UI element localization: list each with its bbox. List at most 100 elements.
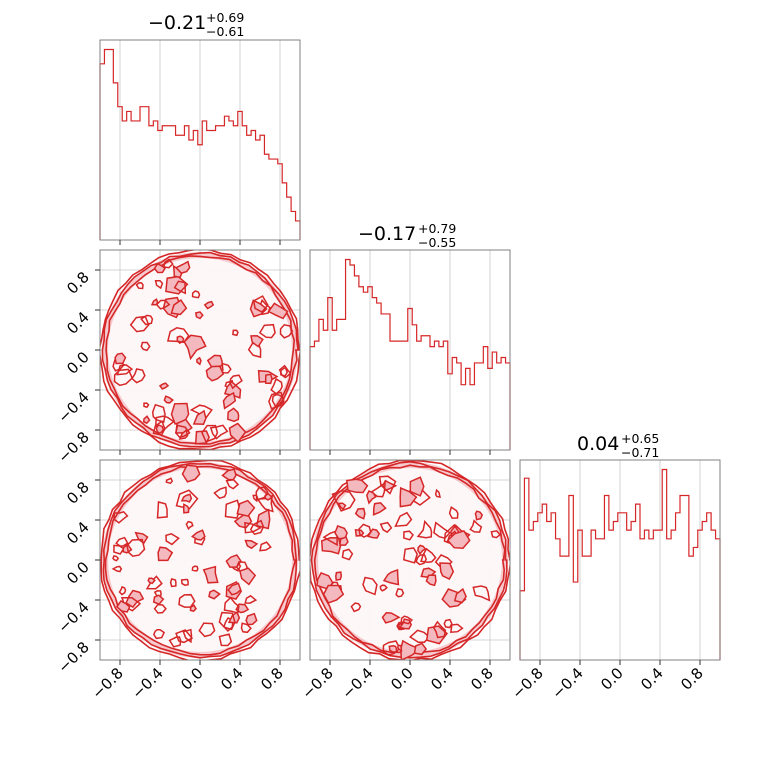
contour-blob-1-0-37	[166, 327, 190, 344]
contour-blob-2-0-33	[225, 478, 240, 490]
contour-blob-2-1-44	[469, 519, 483, 533]
histogram-0	[99, 48, 301, 240]
contour-blob-2-1-52	[378, 475, 397, 495]
y-tick-label-2-0-3: 0.4	[63, 518, 93, 548]
y-tick-label-2-0-1: −0.4	[54, 598, 92, 636]
contour-blob-2-0-11	[115, 536, 129, 547]
disk-contour-1-0-2	[105, 255, 296, 445]
contour-blob-2-0-50	[153, 603, 167, 614]
contour-blob-2-1-25	[395, 588, 405, 598]
disk-contour-1-0-1	[101, 251, 300, 448]
marginal-1-title-value: −0.17	[358, 223, 416, 245]
y-tick-label-1-0-1: −0.4	[54, 388, 92, 426]
contour-blob-1-0-66	[175, 424, 191, 438]
contour-blob-1-0-32	[154, 279, 164, 290]
contour-blob-2-0-55	[113, 510, 129, 524]
contour-blob-2-0-28	[255, 486, 269, 501]
marginal-0-title: −0.21	[148, 12, 206, 34]
joint-panel-2-0	[100, 460, 300, 660]
contour-blob-2-0-69	[189, 604, 197, 613]
contour-blob-1-0-7	[140, 314, 154, 326]
contour-blob-2-0-14	[236, 499, 256, 517]
x-tick-label-2-1-4: 0.8	[467, 664, 497, 694]
histogram-2	[519, 468, 721, 660]
contour-blob-2-1-3	[337, 502, 347, 511]
x-tick-label-2-0-3: 0.4	[217, 664, 247, 694]
y-tick-label-1-0-3: 0.4	[63, 308, 93, 338]
contour-blob-2-0-0	[180, 578, 189, 586]
contour-blob-2-0-56	[249, 519, 265, 536]
contour-blob-1-0-61	[209, 424, 229, 440]
contour-blob-2-0-65	[239, 567, 257, 586]
contour-blob-2-1-24	[417, 544, 427, 555]
x-tick-label-2-1-0: −0.8	[298, 664, 336, 702]
marginal-1-title-minus: −0.55	[418, 235, 456, 250]
contour-blob-1-0-39	[174, 260, 191, 274]
contour-blob-2-0-8	[180, 493, 193, 503]
contour-blob-2-0-58	[115, 600, 131, 613]
contour-blob-2-0-30	[156, 501, 168, 519]
contour-blob-2-0-66	[169, 577, 177, 588]
marginal-1-title: −0.17	[358, 223, 416, 245]
contour-blob-2-1-58	[490, 530, 502, 539]
contour-blob-2-0-34	[157, 546, 174, 562]
contour-blob-1-0-23	[155, 423, 165, 435]
contour-blob-1-0-68	[222, 391, 237, 410]
contour-blob-1-0-52	[152, 420, 166, 436]
contour-blob-2-0-51	[198, 622, 216, 638]
contour-blob-2-0-67	[111, 565, 123, 573]
x-tick-label-2-1-3: 0.4	[427, 664, 457, 694]
contour-blob-1-0-11	[194, 311, 204, 320]
contour-blob-1-0-50	[229, 374, 243, 390]
marginal-2-title-plus: +0.65	[621, 431, 659, 446]
contour-blob-2-0-2	[224, 499, 241, 519]
contour-blob-1-0-41	[271, 393, 285, 408]
contour-blob-2-0-59	[182, 503, 190, 514]
contour-blob-1-0-10	[279, 323, 294, 339]
x-tick-label-2-2-3: 0.4	[637, 664, 667, 694]
contour-blob-1-0-55	[135, 281, 144, 290]
contour-blob-2-1-27	[358, 523, 372, 538]
contour-blob-2-1-40	[433, 521, 452, 540]
x-tick-label-2-0-4: 0.8	[257, 664, 287, 694]
contour-blob-2-1-32	[379, 584, 388, 592]
x-tick-label-2-1-2: 0.0	[387, 664, 417, 694]
contour-blob-2-1-55	[399, 486, 418, 508]
contour-blob-2-1-28	[403, 530, 414, 541]
contour-blob-2-1-51	[448, 506, 459, 519]
contour-blob-2-1-19	[382, 568, 400, 586]
contour-blob-2-0-23	[152, 594, 165, 606]
contour-blob-1-0-35	[183, 334, 207, 361]
contour-blob-1-0-38	[228, 422, 247, 444]
contour-blob-1-0-69	[129, 315, 150, 333]
x-tick-label-2-0-0: −0.8	[88, 664, 126, 702]
contour-blob-2-0-17	[259, 541, 272, 552]
y-tick-label-1-0-2: 0.0	[63, 348, 93, 378]
disk-contour-2-1-1	[310, 460, 508, 659]
contour-blob-1-0-28	[250, 334, 264, 348]
y-tick-label-2-0-2: 0.0	[63, 558, 93, 588]
contour-blob-2-1-45	[322, 584, 345, 604]
contour-blob-1-0-53	[203, 300, 215, 310]
y-tick-label-1-0-4: 0.8	[63, 268, 93, 298]
contour-blob-1-0-6	[155, 415, 175, 433]
contour-blob-2-0-32	[125, 589, 145, 609]
contour-blob-2-1-8	[416, 519, 433, 539]
contour-blob-1-0-60	[142, 415, 151, 425]
joint-panel-1-0	[100, 250, 300, 450]
contour-blob-2-0-22	[152, 628, 166, 640]
contour-blob-1-0-62	[205, 365, 225, 382]
contour-blob-2-1-34	[398, 618, 413, 630]
contour-blob-2-0-42	[191, 529, 206, 541]
contour-blob-2-0-39	[165, 477, 174, 485]
contour-blob-1-0-45	[252, 295, 269, 313]
contour-blob-2-1-65	[345, 478, 369, 494]
contour-blob-2-1-41	[472, 585, 491, 602]
contour-blob-2-1-29	[335, 571, 343, 581]
contour-blob-2-0-20	[181, 464, 201, 483]
contour-blob-1-0-63	[173, 280, 187, 295]
contour-blob-2-1-26	[379, 521, 393, 534]
contour-blob-1-0-46	[140, 341, 151, 352]
contour-blob-2-0-37	[118, 585, 127, 596]
